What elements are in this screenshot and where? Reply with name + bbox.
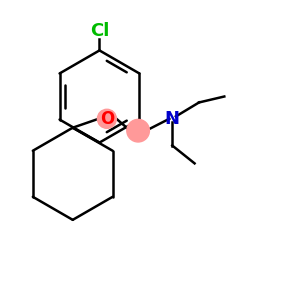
Text: O: O xyxy=(100,110,114,128)
Circle shape xyxy=(127,119,149,142)
Text: N: N xyxy=(165,110,180,128)
Circle shape xyxy=(98,109,116,128)
Text: Cl: Cl xyxy=(90,22,109,40)
